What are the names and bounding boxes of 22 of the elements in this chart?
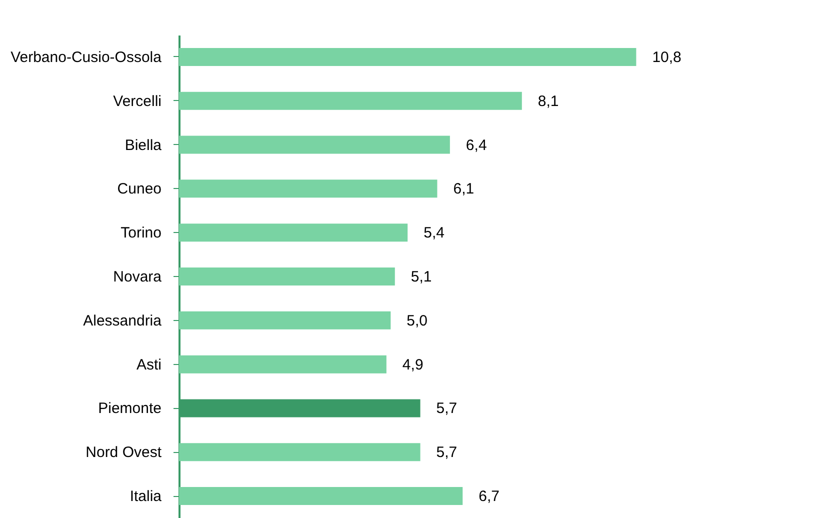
y-tick-label: Biella <box>124 136 162 154</box>
data-label: 6,4 <box>466 136 487 154</box>
y-tick-label: Nord Ovest <box>86 444 162 462</box>
data-label: 4,9 <box>402 356 424 374</box>
data-label: 5,7 <box>436 444 458 462</box>
y-tick-label: Torino <box>120 224 162 242</box>
data-label: 8,1 <box>538 92 559 110</box>
y-tick-label: Asti <box>136 356 162 374</box>
data-label: 5,0 <box>406 312 428 330</box>
data-label: 6,1 <box>453 180 474 198</box>
y-tick-label: Alessandria <box>83 312 162 330</box>
data-label: 5,7 <box>436 400 458 418</box>
data-label: 5,1 <box>410 268 432 286</box>
data-label: 5,4 <box>424 224 444 242</box>
y-tick-label: Verbano-Cusio-Ossola <box>10 48 162 66</box>
y-tick-label: Italia <box>130 488 162 506</box>
y-tick-label: Novara <box>113 268 162 286</box>
y-tick-label: Vercelli <box>113 92 162 110</box>
y-tick-label: Piemonte <box>98 400 162 418</box>
y-tick-label: Cuneo <box>117 180 162 198</box>
data-label: 6,7 <box>478 488 500 506</box>
data-label: 10,8 <box>652 48 682 66</box>
